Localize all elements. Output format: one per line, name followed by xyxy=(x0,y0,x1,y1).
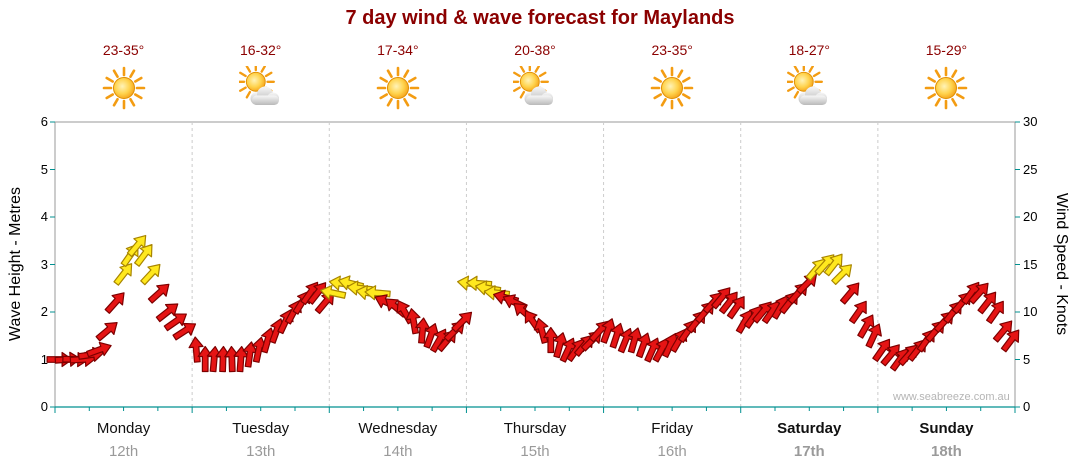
day-temp: 20-38° xyxy=(514,42,556,58)
day-name: Sunday xyxy=(919,420,974,437)
wind-arrow xyxy=(726,296,745,320)
wind-arrow xyxy=(1000,329,1020,353)
day-temp: 17-34° xyxy=(377,42,419,58)
wind-arrow xyxy=(977,291,997,315)
wind-arrow-strong xyxy=(113,263,133,286)
wind-arrow xyxy=(609,322,625,349)
right-tick-label: 5 xyxy=(1023,351,1031,367)
wind-arrow xyxy=(718,291,738,315)
wind-arrow xyxy=(163,313,187,332)
wind-arrow-strong xyxy=(320,284,347,300)
day-name: Friday xyxy=(651,420,693,437)
wind-arrow xyxy=(968,282,989,305)
day-date: 18th xyxy=(931,443,962,460)
wind-arrow xyxy=(206,345,222,373)
wind-arrow xyxy=(627,327,643,354)
wind-arrow xyxy=(215,345,231,373)
right-tick-label: 25 xyxy=(1023,161,1038,177)
day-name: Monday xyxy=(96,420,151,437)
wind-arrow xyxy=(233,345,249,373)
day-date: 12th xyxy=(108,443,139,460)
wind-arrow xyxy=(224,345,240,373)
sun-cloud-icon xyxy=(239,66,283,110)
wind-arrow xyxy=(543,326,559,354)
left-tick-label: 6 xyxy=(40,114,48,129)
wind-arrow-strong xyxy=(134,244,153,267)
wind-arrow xyxy=(857,314,875,339)
day-date: 13th xyxy=(246,443,276,460)
day-temp: 18-27° xyxy=(788,42,830,58)
right-tick-label: 30 xyxy=(1023,114,1038,129)
wind-arrow xyxy=(880,344,900,367)
wind-arrow xyxy=(600,318,616,344)
wind-arrow xyxy=(86,341,112,358)
wind-arrow xyxy=(848,300,867,325)
wind-arrow xyxy=(451,311,473,333)
wind-arrow xyxy=(553,332,568,359)
left-tick-label: 3 xyxy=(40,256,48,272)
wind-arrow-strong xyxy=(140,263,161,286)
wind-arrow-strong xyxy=(823,253,843,277)
day-date: 16th xyxy=(657,443,687,460)
page-title: 7 day wind & wave forecast for Maylands xyxy=(345,7,735,29)
wind-arrow xyxy=(415,317,431,344)
wind-arrow-strong xyxy=(126,234,147,258)
day-date: 14th xyxy=(383,443,413,460)
wind-arrow xyxy=(992,320,1013,343)
day-name: Thursday xyxy=(503,420,567,437)
wind-arrow xyxy=(242,341,258,368)
day-temp: 23-35° xyxy=(102,42,145,58)
right-tick-label: 10 xyxy=(1023,304,1038,319)
right-tick-label: 0 xyxy=(1023,399,1031,414)
sun-icon xyxy=(650,66,694,110)
wind-arrow xyxy=(147,283,170,304)
wind-arrow xyxy=(986,300,1004,325)
left-tick-label: 1 xyxy=(40,351,48,367)
left-tick-label: 2 xyxy=(40,304,48,319)
wind-arrow xyxy=(711,287,731,310)
wind-arrow xyxy=(104,292,125,314)
sun-cloud-icon xyxy=(513,66,557,110)
wind-arrow xyxy=(172,322,197,341)
day-name: Tuesday xyxy=(232,420,290,437)
sun-icon xyxy=(102,66,146,110)
left-tick-label: 4 xyxy=(40,209,48,224)
day-temp: 16-32° xyxy=(240,42,282,58)
left-tick-label: 5 xyxy=(40,161,48,177)
wind-arrow-strong xyxy=(831,264,852,286)
wind-arrow xyxy=(423,322,440,349)
wind-arrow xyxy=(95,322,118,342)
sun-icon xyxy=(924,66,968,110)
wind-arrow xyxy=(865,323,882,349)
plot-frame xyxy=(54,121,1016,408)
day-date: 17th xyxy=(793,443,825,460)
wind-arrow xyxy=(197,345,213,373)
day-name: Wednesday xyxy=(358,420,438,437)
wind-arrow xyxy=(872,338,891,363)
left-tick-label: 0 xyxy=(40,399,48,414)
day-temp: 23-35° xyxy=(651,42,693,58)
wind-arrow xyxy=(155,303,179,323)
day-name: Saturday xyxy=(777,420,842,437)
sun-cloud-icon xyxy=(787,66,831,110)
right-tick-label: 20 xyxy=(1023,209,1038,224)
wind-arrow xyxy=(839,282,860,305)
day-temp: 15-29° xyxy=(925,42,968,58)
right-tick-label: 15 xyxy=(1023,256,1038,272)
watermark: www.seabreeze.com.au xyxy=(893,391,1010,403)
sun-icon xyxy=(376,66,420,110)
wind-arrow xyxy=(635,332,652,359)
day-date: 15th xyxy=(520,443,550,460)
